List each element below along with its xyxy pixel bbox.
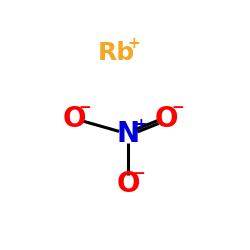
Text: −: − (132, 166, 145, 181)
Text: +: + (134, 117, 147, 132)
Text: Rb: Rb (98, 41, 135, 65)
Text: O: O (116, 170, 140, 198)
Text: −: − (78, 100, 91, 116)
Text: O: O (62, 104, 86, 132)
Text: −: − (171, 100, 184, 116)
Text: N: N (116, 120, 140, 148)
Text: O: O (155, 104, 178, 132)
Text: +: + (128, 36, 140, 51)
